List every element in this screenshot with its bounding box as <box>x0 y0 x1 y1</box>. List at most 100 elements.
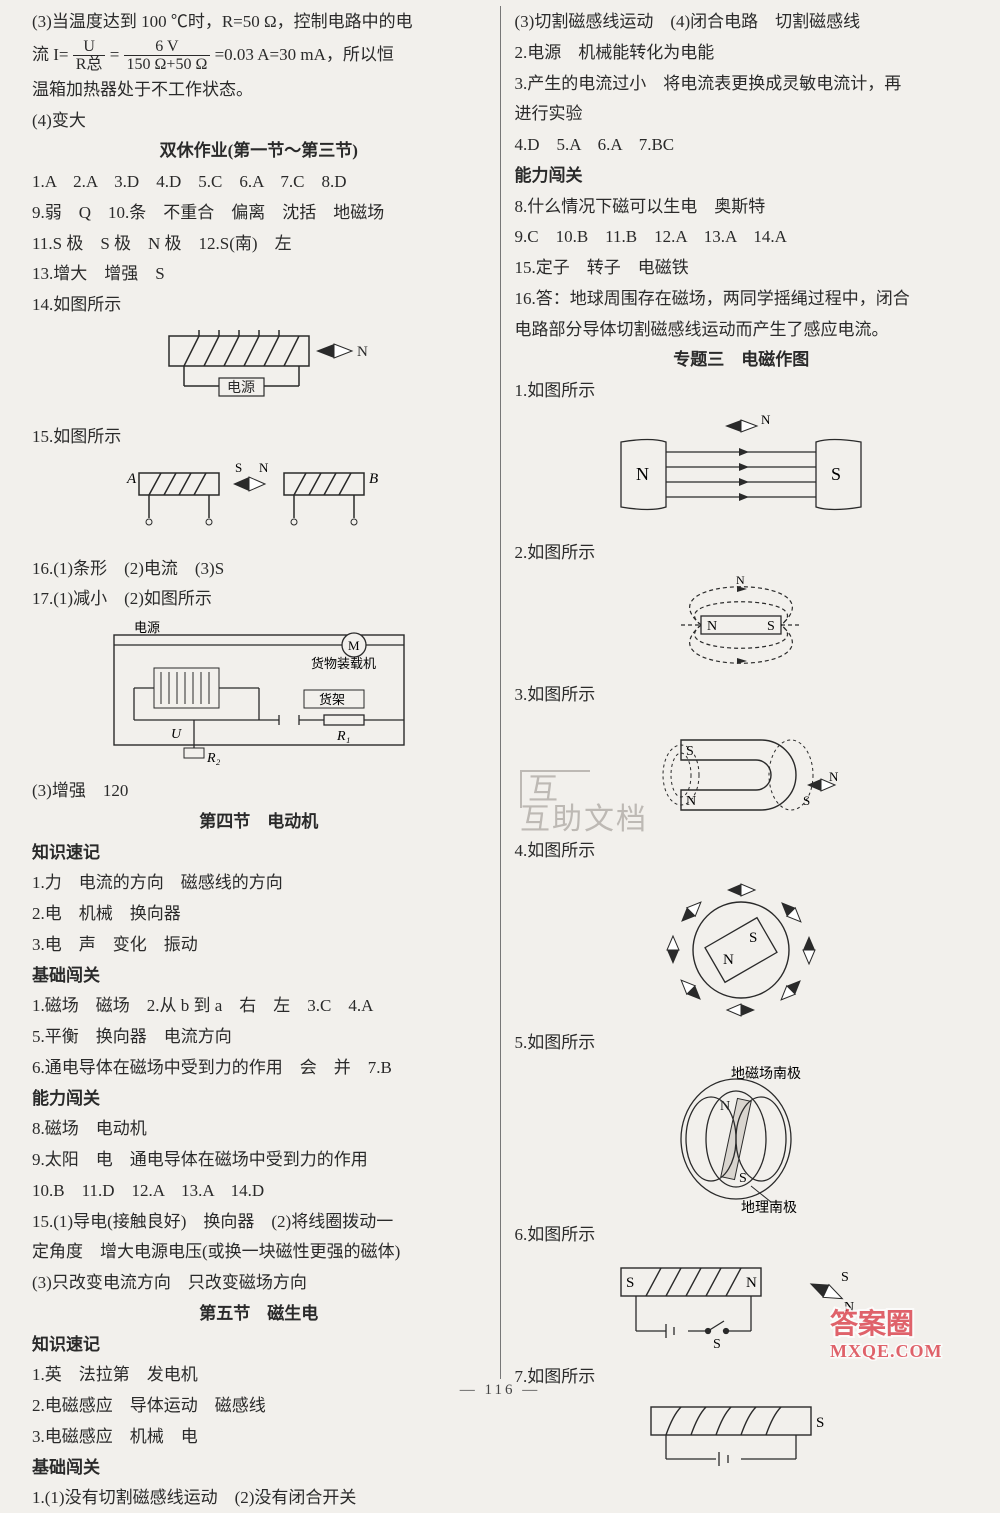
formula-line: 流 I= U R总 = 6 V 150 Ω+50 Ω =0.03 A=30 mA… <box>32 38 486 74</box>
text-line: 电路部分导体切割磁感线运动而产生了感应电流。 <box>515 315 969 345</box>
text-line: 5.如图所示 <box>515 1028 969 1058</box>
svg-text:S: S <box>713 1337 721 1352</box>
svg-text:S: S <box>739 1171 747 1186</box>
text-line: 4.D 5.A 6.A 7.BC <box>515 130 969 160</box>
numerator: 6 V <box>124 38 211 57</box>
figure-r1: N S <box>515 412 969 532</box>
section-heading: 第五节 磁生电 <box>32 1299 486 1329</box>
text-line: 3.产生的电流过小 将电流表更换成灵敏电流计，再 <box>515 69 969 99</box>
section-heading: 双休作业(第一节～第三节) <box>32 136 486 166</box>
figure-r4: N S <box>515 872 969 1022</box>
text-line: (3)切割磁感线运动 (4)闭合电路 切割磁感线 <box>515 7 969 37</box>
text-line: 3.电磁感应 机械 电 <box>32 1422 486 1452</box>
text-line: 1.磁场 磁场 2.从 b 到 a 右 左 3.C 4.A <box>32 991 486 1021</box>
brand-watermark: 答案圈 MXQE.COM <box>830 1305 970 1375</box>
figure-r3: S N N S <box>515 715 969 830</box>
svg-text:U: U <box>171 727 182 742</box>
column-divider <box>500 6 501 1379</box>
svg-text:货架: 货架 <box>319 692 345 707</box>
section-heading: 第四节 电动机 <box>32 807 486 837</box>
text-line: 11.S 极 S 极 N 极 12.S(南) 左 <box>32 229 486 259</box>
text-line: 17.(1)减小 (2)如图所示 <box>32 584 486 614</box>
svg-text:S: S <box>235 460 242 475</box>
text-line: 6.通电导体在磁场中受到力的作用 会 并 7.B <box>32 1053 486 1083</box>
text-line: 8.磁场 电动机 <box>32 1114 486 1144</box>
left-column: (3)当温度达到 100 ℃时，R=50 Ω，控制电路中的电 流 I= U R总… <box>20 6 498 1379</box>
text-line: 5.平衡 换向器 电流方向 <box>32 1022 486 1052</box>
text-line: 15.(1)导电(接触良好) 换向器 (2)将线圈拨动一 <box>32 1207 486 1237</box>
svg-text:N: N <box>636 464 649 484</box>
denominator: R总 <box>73 56 106 74</box>
text-line: 8.什么情况下磁可以生电 奥斯特 <box>515 192 969 222</box>
svg-text:N: N <box>746 1275 757 1291</box>
page: (3)当温度达到 100 ℃时，R=50 Ω，控制电路中的电 流 I= U R总… <box>0 0 1000 1409</box>
text-line: 2.电 机械 换向器 <box>32 899 486 929</box>
figure-solenoids-15: A S N B <box>32 458 486 548</box>
text-line: 2.电源 机械能转化为电能 <box>515 38 969 68</box>
svg-text:R₂: R₂ <box>206 751 221 766</box>
page-number-value: 116 <box>485 1382 516 1398</box>
svg-text:S: S <box>816 1415 824 1431</box>
denominator: 150 Ω+50 Ω <box>124 56 211 74</box>
svg-text:N: N <box>686 794 696 809</box>
svg-text:M: M <box>348 638 360 653</box>
text-line: 16.(1)条形 (2)电流 (3)S <box>32 554 486 584</box>
text-line: 15.定子 转子 电磁铁 <box>515 253 969 283</box>
svg-text:MXQE.COM: MXQE.COM <box>830 1341 942 1361</box>
svg-text:N: N <box>707 619 717 634</box>
text-line: 9.C 10.B 11.B 12.A 13.A 14.A <box>515 222 969 252</box>
svg-text:N: N <box>723 952 734 968</box>
svg-text:N: N <box>761 412 771 427</box>
svg-text:答案圈: 答案圈 <box>830 1307 914 1340</box>
text-line: 1.如图所示 <box>515 376 969 406</box>
text-line: (4)变大 <box>32 106 486 136</box>
svg-text:S: S <box>831 464 841 484</box>
svg-text:N: N <box>829 769 839 784</box>
svg-text:A: A <box>126 471 137 487</box>
text-line: 9.太阳 电 通电导体在磁场中受到力的作用 <box>32 1145 486 1175</box>
text-line: 16.答：地球周围存在磁场，两同学摇绳过程中，闭合 <box>515 284 969 314</box>
text-line: 1.力 电流的方向 磁感线的方向 <box>32 868 486 898</box>
svg-text:N: N <box>259 460 269 475</box>
text-line: 进行实验 <box>515 99 969 129</box>
subsection-heading: 知识速记 <box>32 838 486 868</box>
figure-circuit-17: 电源 M 货物装载机 货架 <box>32 620 486 770</box>
label-geo-south: 地理南极 <box>741 1200 797 1214</box>
text-line: 定角度 增大电源电压(或换一块磁性更强的磁体) <box>32 1237 486 1267</box>
subsection-heading: 基础闯关 <box>32 961 486 991</box>
text-line: (3)增强 120 <box>32 776 486 806</box>
svg-text:R₁: R₁ <box>336 729 350 744</box>
text-line: 3.电 声 变化 振动 <box>32 930 486 960</box>
label-N: N <box>357 344 368 360</box>
text-line: (3)只改变电流方向 只改变磁场方向 <box>32 1268 486 1298</box>
text-line: 温箱加热器处于不工作状态。 <box>32 75 486 105</box>
text-line: (3)当温度达到 100 ℃时，R=50 Ω，控制电路中的电 <box>32 7 486 37</box>
svg-text:S: S <box>841 1270 849 1285</box>
subsection-heading: 基础闯关 <box>32 1453 486 1483</box>
text-line: 10.B 11.D 12.A 13.A 14.D <box>32 1176 486 1206</box>
subsection-heading: 能力闯关 <box>515 161 969 191</box>
fraction: U R总 <box>73 38 106 74</box>
right-column: (3)切割磁感线运动 (4)闭合电路 切割磁感线 2.电源 机械能转化为电能 3… <box>503 6 981 1379</box>
text-line: 4.如图所示 <box>515 836 969 866</box>
text-line: 15.如图所示 <box>32 422 486 452</box>
subsection-heading: 能力闯关 <box>32 1084 486 1114</box>
figure-r7: S <box>515 1397 969 1477</box>
text-line: 6.如图所示 <box>515 1220 969 1250</box>
text-line: 9.弱 Q 10.条 不重合 偏离 沈括 地磁场 <box>32 198 486 228</box>
fraction: 6 V 150 Ω+50 Ω <box>124 38 211 74</box>
svg-text:货物装载机: 货物装载机 <box>311 656 376 671</box>
page-number: — 116 — <box>0 1377 1000 1403</box>
svg-text:S: S <box>767 619 775 634</box>
text-line: 14.如图所示 <box>32 290 486 320</box>
svg-text:S: S <box>803 793 810 808</box>
svg-text:S: S <box>749 930 757 946</box>
section-heading: 专题三 电磁作图 <box>515 345 969 375</box>
text-line: 1.(1)没有切割磁感线运动 (2)没有闭合开关 <box>32 1483 486 1513</box>
figure-solenoid-14: N 电源 <box>32 326 486 416</box>
svg-text:N: N <box>736 574 745 587</box>
figure-r5: 地磁场南极 N S 地理南极 <box>515 1064 969 1214</box>
text-line: 13.增大 增强 S <box>32 259 486 289</box>
numerator: U <box>73 38 106 57</box>
svg-text:电源: 电源 <box>134 620 160 635</box>
